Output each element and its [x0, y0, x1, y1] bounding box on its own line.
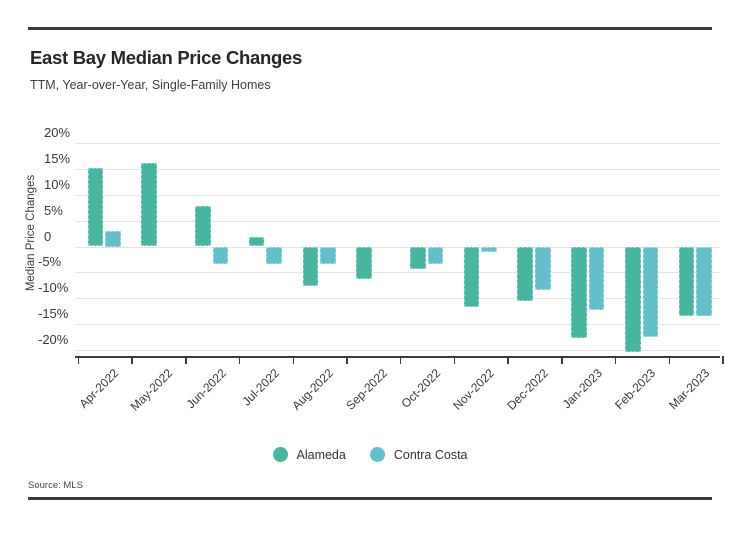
bar-alameda-apr-2022: [87, 168, 104, 247]
x-tick-label-feb-2023: Feb-2023: [612, 366, 659, 413]
y-tick-label--5-: -5%: [38, 254, 62, 270]
x-tick-label-jan-2023: Jan-2023: [559, 366, 605, 412]
gridline--5-: [75, 272, 720, 274]
bar-alameda-jul-2022: [248, 236, 265, 247]
x-axis-tick: [561, 356, 563, 364]
y-tick-label--10-: -10%: [38, 280, 69, 296]
bar-alameda-aug-2022: [302, 246, 319, 286]
x-axis-tick: [614, 356, 617, 364]
y-tick-label-15-: 15%: [44, 151, 71, 167]
bar-contra-costa-dec-2022: [535, 246, 551, 291]
x-tick-label-oct-2022: Oct-2022: [398, 366, 444, 411]
x-axis-tick: [131, 356, 133, 364]
legend: Alameda Contra Costa: [0, 447, 740, 462]
x-tick-label-aug-2022: Aug-2022: [289, 366, 337, 413]
x-tick-label-nov-2022: Nov-2022: [450, 366, 498, 413]
bar-alameda-dec-2022: [517, 246, 534, 301]
source-note: Source: MLS: [28, 480, 83, 491]
x-tick-label-apr-2022: Apr-2022: [76, 366, 122, 411]
plot-area: [75, 130, 724, 364]
gridline-0: [75, 246, 720, 248]
bar-alameda-mar-2023: [678, 246, 695, 316]
bar-alameda-oct-2022: [410, 246, 426, 269]
chart-subtitle: TTM, Year-over-Year, Single-Family Homes: [30, 78, 271, 92]
y-tick-label-10-: 10%: [44, 176, 71, 192]
x-tick-label-sep-2022: Sep-2022: [343, 366, 390, 413]
gridline--15-: [75, 323, 720, 325]
gridline-20-: [75, 143, 720, 145]
y-tick-label-5-: 5%: [44, 202, 63, 218]
bar-contra-costa-nov-2022: [481, 246, 497, 253]
x-tick-label-jul-2022: Jul-2022: [239, 366, 283, 409]
y-tick-label-20-: 20%: [44, 125, 71, 141]
x-tick-label-may-2022: May-2022: [127, 366, 175, 414]
x-tick-label-jun-2022: Jun-2022: [183, 366, 229, 412]
y-tick-label--15-: -15%: [38, 305, 69, 321]
gridline--20-: [75, 349, 720, 351]
x-axis-tick: [292, 356, 294, 364]
bar-alameda-nov-2022: [463, 246, 480, 307]
gridline--10-: [75, 298, 720, 300]
legend-item-alameda: Alameda: [272, 447, 346, 462]
bar-contra-costa-jul-2022: [266, 246, 283, 264]
bar-contra-costa-jan-2023: [588, 246, 605, 310]
bar-alameda-may-2022: [141, 163, 157, 247]
x-axis-tick: [668, 356, 671, 364]
y-axis-title: Median Price Changes: [25, 174, 37, 292]
bar-alameda-feb-2023: [624, 246, 641, 353]
x-axis-tick: [238, 356, 241, 364]
x-axis-tick: [453, 356, 456, 364]
bar-contra-costa-jun-2022: [212, 246, 229, 264]
bar-alameda-jan-2023: [571, 246, 587, 338]
bar-contra-costa-aug-2022: [320, 246, 336, 264]
bar-contra-costa-apr-2022: [105, 230, 121, 247]
bar-contra-costa-oct-2022: [427, 246, 444, 264]
x-axis-tick: [77, 356, 79, 364]
bar-alameda-jun-2022: [195, 205, 211, 247]
gridline-15-: [75, 169, 720, 171]
bar-alameda-sep-2022: [356, 246, 372, 279]
y-tick-label-0: 0: [44, 228, 52, 244]
x-axis-tick: [507, 356, 509, 364]
x-tick-label-dec-2022: Dec-2022: [504, 366, 551, 413]
legend-label-contra-costa: Contra Costa: [393, 447, 468, 462]
top-divider: [28, 27, 712, 30]
bar-contra-costa-feb-2023: [642, 246, 659, 337]
bar-contra-costa-mar-2023: [696, 246, 712, 317]
legend-dot-contra-costa-icon: [369, 447, 385, 462]
legend-dot-alameda-icon: [272, 447, 288, 462]
x-tick-label-mar-2023: Mar-2023: [665, 366, 713, 413]
gridline-10-: [75, 194, 720, 196]
legend-label-alameda: Alameda: [296, 447, 346, 462]
x-axis-tick: [185, 356, 187, 364]
bottom-divider: [28, 497, 712, 500]
chart-title: East Bay Median Price Changes: [30, 47, 302, 68]
x-axis-tick: [399, 356, 402, 364]
y-tick-label--20-: -20%: [38, 331, 69, 347]
gridline-5-: [75, 220, 720, 222]
x-axis-tick: [722, 356, 724, 364]
x-axis-tick: [346, 356, 348, 364]
legend-item-contra-costa: Contra Costa: [369, 447, 468, 462]
